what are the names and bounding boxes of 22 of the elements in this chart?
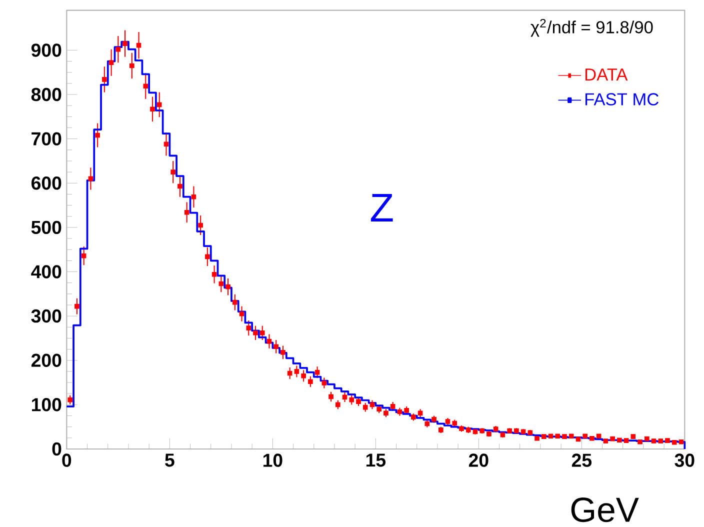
x-axis-title: GeV [571, 498, 639, 522]
x-tick-label: 0 [62, 454, 72, 467]
y-tick-label: 900 [31, 44, 62, 57]
x-tick-label: 20 [468, 454, 488, 467]
x-tick-label: 30 [674, 454, 694, 467]
x-tick-label: 10 [263, 454, 282, 467]
annotation: Z [370, 194, 393, 222]
y-tick-label: 500 [31, 220, 62, 234]
y-tick-label: 700 [32, 132, 62, 146]
y-tick-label: 0 [52, 442, 62, 456]
y-tick-label: 600 [32, 176, 62, 190]
x-tick-label: 15 [366, 454, 386, 467]
y-tick-label: 800 [31, 88, 62, 102]
annotation: χ$^{2}$/ndf = 91.8/90 [530, 18, 653, 37]
y-tick-label: 300 [31, 309, 62, 323]
y-tick-label: 100 [32, 398, 62, 412]
x-tick-label: 25 [572, 454, 592, 467]
y-tick-label: 200 [31, 354, 62, 367]
y-tick-label: 400 [31, 265, 62, 278]
legend-label: DATA [586, 68, 628, 80]
x-tick-label: 5 [165, 454, 174, 467]
legend-label: FAST MC [586, 93, 659, 106]
